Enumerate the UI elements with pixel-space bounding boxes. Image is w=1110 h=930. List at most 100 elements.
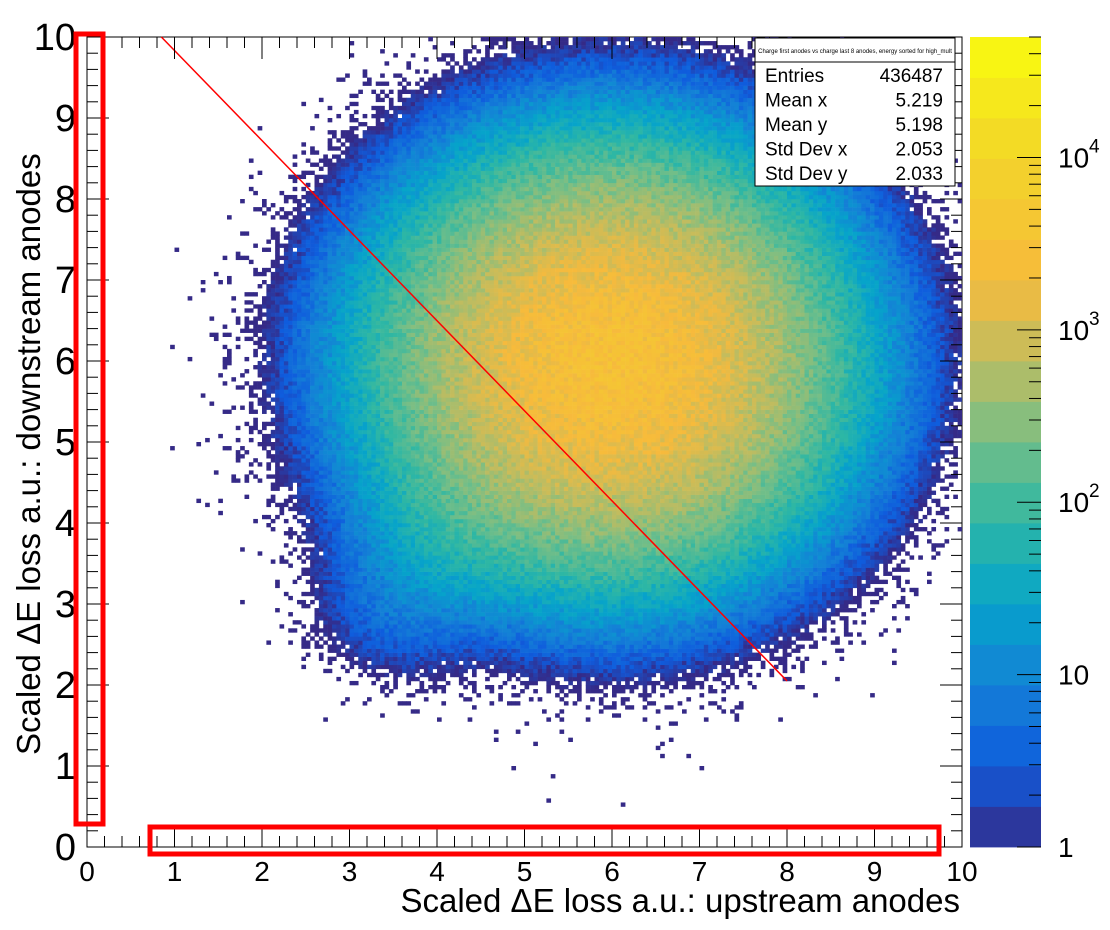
- heatmap-cell: [349, 450, 355, 455]
- heatmap-cell: [371, 648, 377, 653]
- heatmap-cell: [297, 575, 302, 580]
- heatmap-cell: [292, 425, 298, 431]
- heatmap-cell: [323, 624, 328, 629]
- heatmap-cell: [301, 235, 307, 240]
- heatmap-cell: [367, 259, 372, 265]
- heatmap-cell: [257, 304, 263, 309]
- heatmap-cell: [270, 348, 276, 354]
- heatmap-cell: [432, 369, 438, 374]
- heatmap-cell: [345, 280, 350, 285]
- heatmap-cell: [266, 296, 272, 301]
- heatmap-cell: [345, 223, 350, 228]
- heatmap-cell: [406, 190, 412, 196]
- heatmap-cell: [349, 502, 355, 508]
- heatmap-cell: [362, 539, 368, 544]
- heatmap-cell: [428, 571, 433, 576]
- heatmap-cell: [327, 502, 333, 508]
- heatmap-cell: [362, 316, 368, 321]
- heatmap-cell: [415, 199, 420, 204]
- heatmap-cell: [353, 628, 359, 633]
- heatmap-cell: [288, 174, 293, 180]
- heatmap-cell: [305, 482, 311, 487]
- heatmap-cell: [340, 284, 346, 289]
- heatmap-cell: [362, 81, 368, 86]
- heatmap-cell: [388, 203, 394, 208]
- heatmap-cell: [345, 247, 350, 252]
- heatmap-cell: [314, 567, 320, 572]
- heatmap-cell: [397, 227, 403, 232]
- heatmap-cell: [388, 113, 394, 119]
- heatmap-cell: [397, 356, 403, 362]
- heatmap-cell: [288, 486, 293, 491]
- heatmap-cell: [397, 122, 403, 127]
- heatmap-cell: [297, 498, 302, 504]
- heatmap-cell: [349, 454, 355, 459]
- heatmap-cell: [419, 401, 425, 406]
- heatmap-cell: [380, 259, 385, 265]
- heatmap-cell: [423, 352, 429, 358]
- heatmap-cell: [393, 255, 398, 261]
- heatmap-cell: [419, 300, 425, 305]
- heatmap-cell: [358, 332, 363, 337]
- heatmap-cell: [349, 332, 355, 337]
- heatmap-cell: [332, 595, 337, 601]
- heatmap-cell: [432, 77, 438, 82]
- heatmap-cell: [406, 693, 412, 698]
- heatmap-cell: [336, 608, 342, 613]
- heatmap-cell: [283, 421, 289, 427]
- heatmap-cell: [362, 636, 368, 641]
- heatmap-cell: [358, 251, 363, 256]
- heatmap-cell: [275, 348, 280, 354]
- heatmap-cell: [410, 523, 416, 528]
- heatmap-cell: [275, 502, 280, 508]
- heatmap-cell: [358, 620, 363, 625]
- heatmap-cell: [266, 433, 272, 439]
- heatmap-cell: [292, 243, 298, 248]
- heatmap-cell: [384, 531, 390, 536]
- heatmap-cell: [292, 162, 298, 167]
- heatmap-cell: [406, 587, 412, 593]
- heatmap-cell: [423, 571, 429, 576]
- heatmap-cell: [380, 284, 385, 289]
- heatmap-cell: [231, 296, 237, 301]
- heatmap-cell: [301, 271, 307, 277]
- heatmap-cell: [345, 446, 350, 451]
- heatmap-cell: [332, 624, 337, 629]
- heatmap-cell: [314, 498, 320, 504]
- heatmap-cell: [297, 239, 302, 244]
- heatmap-cell: [428, 324, 433, 329]
- heatmap-cell: [349, 280, 355, 285]
- heatmap-cell: [428, 397, 433, 402]
- heatmap-cell: [375, 81, 381, 86]
- heatmap-cell: [402, 433, 407, 439]
- heatmap-cell: [423, 101, 429, 107]
- heatmap-cell: [301, 231, 307, 236]
- heatmap-cell: [336, 470, 342, 475]
- heatmap-cell: [415, 608, 420, 613]
- heatmap-cell: [340, 539, 346, 544]
- heatmap-cell: [419, 502, 425, 508]
- heatmap-cell: [371, 215, 377, 220]
- heatmap-cell: [410, 280, 416, 285]
- heatmap-cell: [384, 502, 390, 508]
- heatmap-cell: [292, 292, 298, 297]
- heatmap-cell: [310, 373, 315, 378]
- heatmap-cell: [419, 316, 425, 321]
- heatmap-cell: [340, 271, 346, 277]
- heatmap-cell: [332, 608, 337, 613]
- heatmap-cell: [388, 397, 394, 402]
- heatmap-cell: [432, 498, 438, 504]
- heatmap-cell: [257, 401, 263, 406]
- heatmap-cell: [336, 575, 342, 580]
- heatmap-cell: [375, 146, 381, 151]
- heatmap-cell: [327, 478, 333, 483]
- heatmap-cell: [428, 425, 433, 431]
- heatmap-cell: [270, 442, 276, 447]
- heatmap-cell: [248, 409, 254, 414]
- heatmap-cell: [340, 490, 346, 495]
- heatmap-cell: [402, 405, 407, 410]
- heatmap-cell: [419, 344, 425, 350]
- heatmap-cell: [397, 417, 403, 423]
- heatmap-cell: [419, 267, 425, 273]
- heatmap-cell: [410, 97, 416, 103]
